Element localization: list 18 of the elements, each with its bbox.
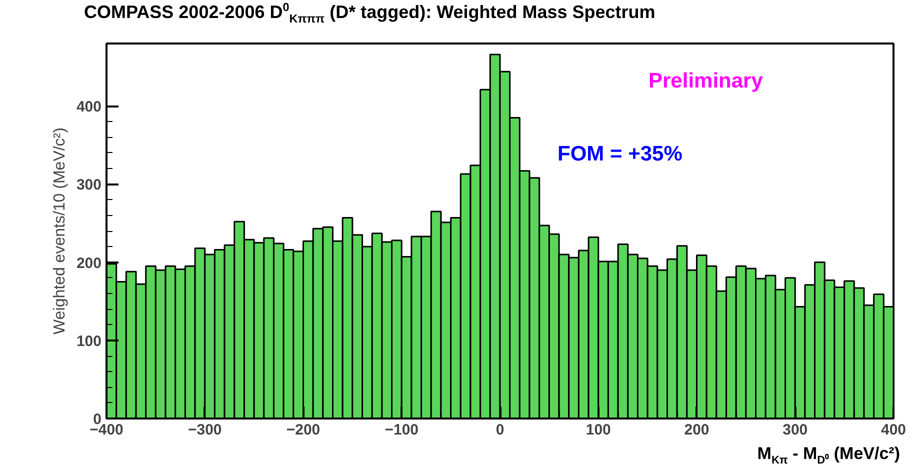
y-tick-label: 0 bbox=[93, 411, 102, 428]
y-tick-label: 100 bbox=[76, 332, 102, 350]
x-axis-title: M$_{Kπ}$ - M$_{D⁰}$ (MeV/c²) bbox=[756, 443, 900, 464]
y-tick-label: 300 bbox=[76, 176, 102, 194]
y-tick-label: 200 bbox=[76, 254, 102, 272]
x-tick-label: 200 bbox=[684, 422, 710, 438]
chart-title: COMPASS 2002-2006 D$^{0}$$_{Kπππ}$ (D* tagged): Weighted Mass Spectrum bbox=[84, 0, 656, 28]
x-tick-label: −300 bbox=[188, 422, 222, 438]
x-tick-label: 400 bbox=[880, 422, 906, 438]
x-tick-label: 300 bbox=[782, 422, 808, 438]
x-tick-label: −200 bbox=[286, 422, 320, 438]
x-tick-label: −100 bbox=[384, 422, 419, 438]
x-tick-label: 100 bbox=[586, 422, 611, 438]
annotation: FOM = +35% bbox=[558, 142, 683, 166]
y-tick-label: 400 bbox=[76, 98, 102, 116]
x-tick-label: 0 bbox=[496, 422, 504, 438]
annotation: Preliminary bbox=[648, 70, 764, 92]
y-axis-title: Weighted events/10 (MeV/c²) bbox=[51, 128, 68, 334]
